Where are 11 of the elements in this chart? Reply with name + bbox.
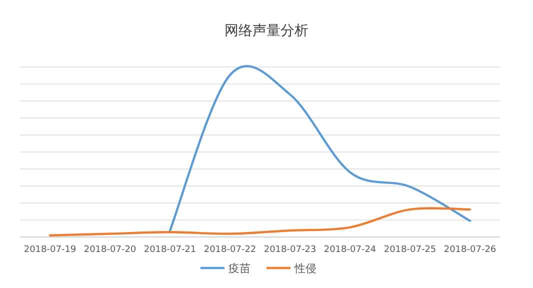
- x-tick-label: 2018-07-25: [384, 245, 436, 255]
- x-tick-label: 2018-07-20: [84, 245, 136, 255]
- legend-label: 性侵: [294, 262, 316, 275]
- chart-title: 网络声量分析: [224, 23, 308, 39]
- x-tick-label: 2018-07-22: [204, 245, 256, 255]
- x-tick-label: 2018-07-21: [144, 245, 196, 255]
- x-tick-label: 2018-07-23: [264, 245, 316, 255]
- x-tick-label: 2018-07-24: [324, 245, 376, 255]
- legend-label: 疫苗: [228, 262, 250, 275]
- x-tick-label: 2018-07-19: [24, 245, 76, 255]
- x-tick-label: 2018-07-26: [444, 245, 496, 255]
